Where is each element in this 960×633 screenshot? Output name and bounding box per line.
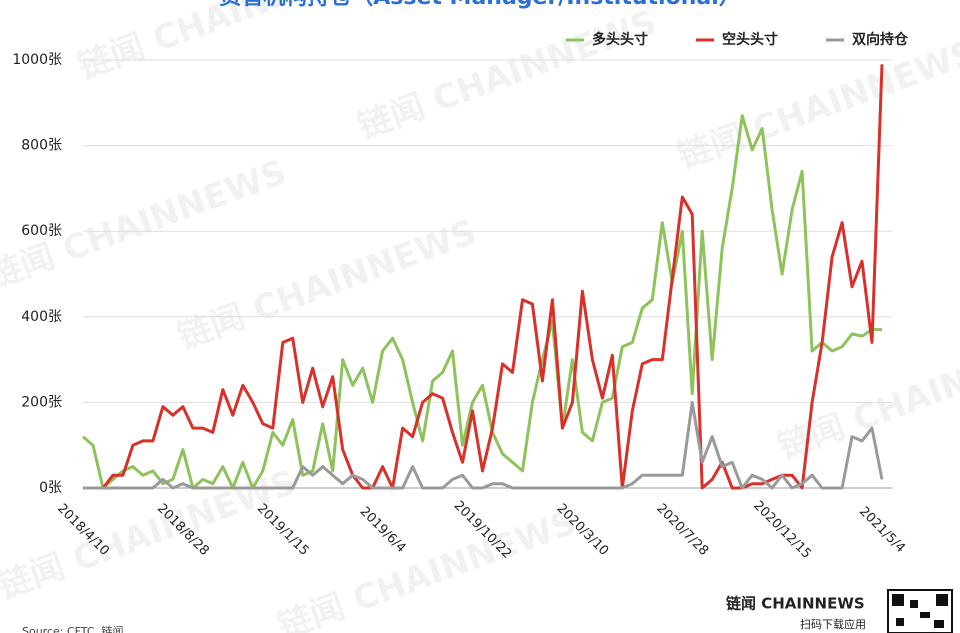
watermark: 链闻 CHAINNEWS [353,2,662,147]
source: Source: CFTC, 链闻 [22,624,124,633]
watermark: 链闻 CHAINNEWS [673,32,960,177]
series-line [82,114,882,490]
legend: 多头头寸 空头头寸 双向持仓 [566,31,909,48]
watermark: 链闻 CHAINNEWS [273,502,582,633]
x-tick-label: 2021/5/4 [856,504,908,556]
legend-label: 空头头寸 [722,31,778,48]
y-tick-label: 600张 [21,223,62,239]
y-tick-label: 0张 [39,480,62,496]
series-line [83,400,884,490]
x-tick-label: 2019/6/4 [357,504,409,556]
y-tick-label: 200张 [21,394,62,410]
y-tick-label: 400张 [21,309,62,325]
x-tick-label: 2020/7/28 [653,501,711,559]
series-line [83,64,884,490]
x-tick-label: 2020/12/15 [750,498,814,562]
y-tick-label: 800张 [21,138,62,154]
x-tick-label: 2019/1/15 [254,501,312,559]
watermark: 链闻 CHAINNEWS [173,212,482,357]
watermark: 链闻 CHAINNEWS [73,0,382,87]
chart-title: 资管机构持仓（Asset Manager/Institutional） [219,0,741,10]
qr-code [887,589,953,633]
legend-label: 双向持仓 [852,31,909,48]
watermark: 链闻 CHAINNEWS [773,322,960,467]
brand-sub: 扫码下载应用 [800,617,866,631]
legend-label: 多头头寸 [592,31,648,48]
y-tick-label: 1000张 [12,52,62,68]
brand: 链闻 CHAINNEWS [726,595,865,613]
